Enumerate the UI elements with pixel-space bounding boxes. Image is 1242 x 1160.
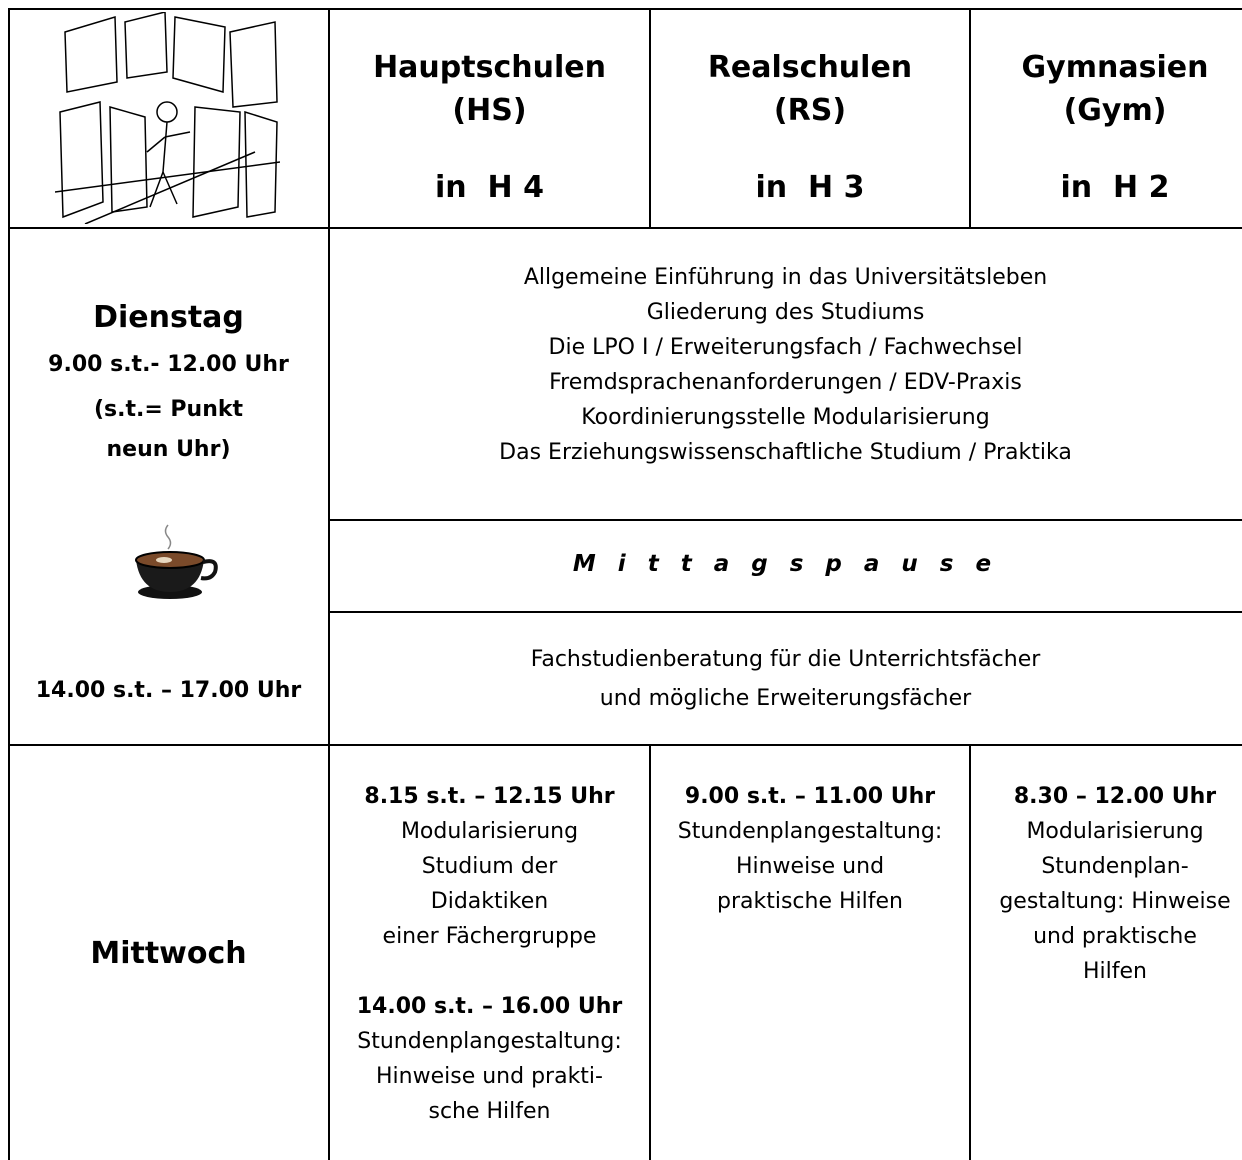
day-label: Dienstag [93,300,244,335]
text-line: Fachstudienberatung für die Unterrichtsf… [530,647,1041,672]
text-line: Fremdsprachenanforderungen / EDV-Praxis [549,370,1022,395]
border [649,745,651,1160]
text-line: Stundenplangestaltung: [677,819,943,844]
schedule-cell: 9.00 s.t. – 11.00 Uhr Stundenplangestaltu… [650,779,970,919]
time: 14.00 s.t. – 17.00 Uhr [35,678,302,703]
header-cell: Hauptschulen (HS) in H 4 [329,46,650,209]
border [649,8,651,228]
border [329,611,1242,613]
text-line: Allgemeine Einführung in das Universität… [523,265,1048,290]
school-name: Realschulen [707,50,913,85]
topic-list: Fachstudienberatung für die Unterrichtsf… [329,640,1242,718]
border [328,8,330,1160]
border [8,8,1242,10]
text-line: gestaltung: Hinweise [999,889,1231,914]
school-abbr: (RS) [773,93,847,128]
time: 14.00 s.t. – 16.00 Uhr [356,994,623,1019]
text-line: Didaktiken [430,889,549,914]
text-line: Das Erziehungswissenschaftliche Studium … [499,440,1072,465]
text-line: neun Uhr) [106,437,231,462]
time: 9.00 s.t.- 12.00 Uhr [48,352,289,377]
header-cell: Gymnasien (Gym) in H 2 [970,46,1242,209]
text-line: Studium der [421,854,558,879]
text-line: sche Hilfen [428,1099,551,1124]
text-line: Modularisierung [1026,819,1204,844]
text-line: Die LPO I / Erweiterungsfach / Fachwechs… [548,335,1023,360]
schedule-cell: 8.15 s.t. – 12.15 Uhr Modularisierung Stud… [329,779,650,1129]
room: in H 4 [435,170,544,205]
school-name: Gymnasien [1021,50,1209,85]
day-label: Mittwoch [90,936,247,971]
border [969,8,971,228]
text-line: und mögliche Erweiterungsfächer [599,686,972,711]
text-line: Hinweise und prakti- [376,1064,603,1089]
text-line: praktische Hilfen [717,889,903,914]
border [8,8,10,1160]
time: 9.00 s.t. – 11.00 Uhr [684,784,936,809]
text-line: einer Fächergruppe [382,924,597,949]
border [8,227,1242,229]
room: in H 2 [1060,170,1170,205]
break-label: M i t t a g s p a u s e [572,551,999,577]
room: in H 3 [755,170,865,205]
text-line: Koordinierungsstelle Modularisierung [581,405,990,430]
border [8,744,1242,746]
text-line: (s.t.= Punkt [93,397,244,422]
border [329,519,1242,521]
text-line: Modularisierung [400,819,579,844]
text-line: und praktische [1033,924,1197,949]
school-abbr: (Gym) [1063,93,1167,128]
doors-illustration [55,12,280,224]
text-line: Stundenplangestaltung: [357,1029,622,1054]
text-line: Gliederung des Studiums [646,300,925,325]
coffee-cup-icon [135,524,218,599]
time: 8.15 s.t. – 12.15 Uhr [364,784,615,809]
topic-list: Allgemeine Einführung in das Universität… [329,260,1242,470]
text-line: Hilfen [1083,959,1147,984]
note: (s.t.= Punkt neun Uhr) [8,390,329,470]
text-line: Hinweise und [735,854,885,879]
border [969,745,971,1160]
schedule-cell: 8.30 – 12.00 Uhr Modularisierung Stundenpl… [970,779,1242,989]
text-line: Stundenplan- [1041,854,1189,879]
header-cell: Realschulen (RS) in H 3 [650,46,970,209]
time: 8.30 – 12.00 Uhr [1013,784,1217,809]
school-name: Hauptschulen [373,50,606,85]
school-abbr: (HS) [452,93,527,128]
